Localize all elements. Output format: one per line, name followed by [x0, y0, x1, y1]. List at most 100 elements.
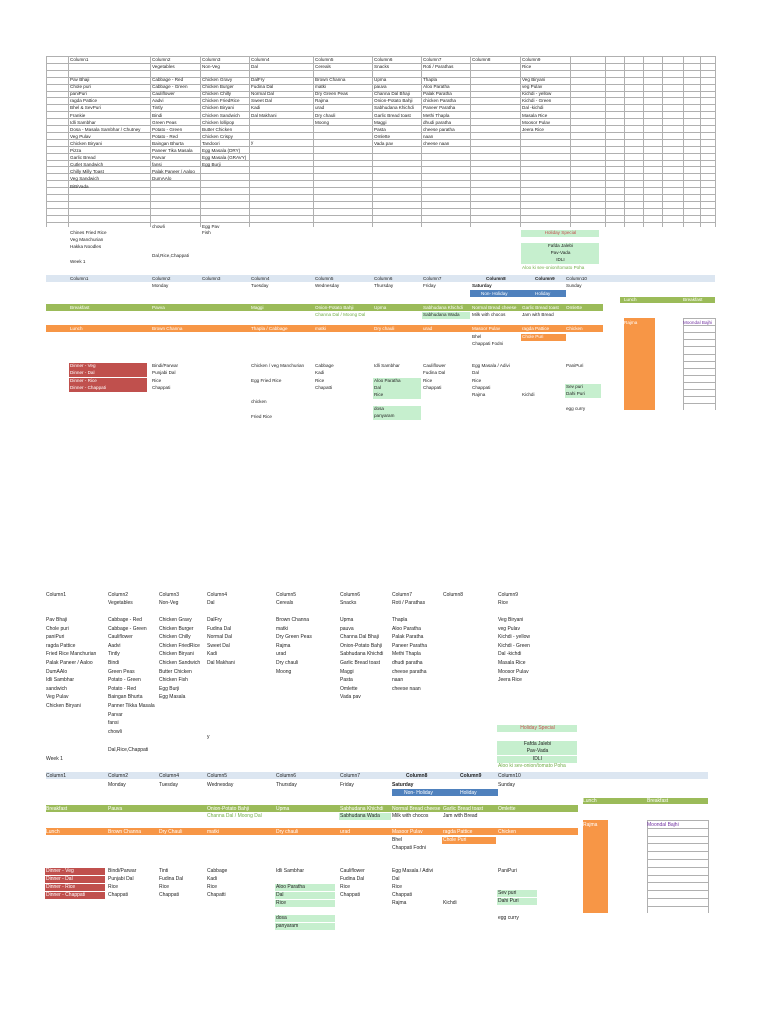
- food-item: Potato - Red: [152, 133, 178, 139]
- grid-line: [46, 173, 715, 174]
- food-item: cheese naan: [392, 685, 421, 692]
- food-item: fansi: [152, 162, 162, 168]
- cell: Column8: [406, 773, 428, 779]
- cell: IDLI: [521, 257, 599, 264]
- food-item: Masala Rice: [498, 660, 526, 666]
- cell: Wednesday: [315, 283, 340, 288]
- cell: Bindi/Parwar: [108, 868, 137, 874]
- grid-line: [647, 820, 648, 913]
- cell: Omlette: [566, 305, 583, 310]
- food-item: Chicken Burger: [202, 84, 234, 90]
- food-item: Aadvi: [152, 98, 164, 104]
- grid-line: [647, 898, 708, 899]
- cell: Fudina Dal: [340, 876, 365, 882]
- cell: Dinner - Rice: [69, 378, 147, 385]
- food-item: Butter Chicken: [159, 668, 192, 675]
- cell: Breakfast: [46, 806, 68, 812]
- cell: Onion-Potato Bahji: [207, 806, 249, 812]
- food-item: dhudi paratha: [423, 119, 452, 125]
- food-item: Veg Pulav: [46, 694, 69, 701]
- grid-line: [683, 56, 684, 227]
- column-header: Column4: [207, 592, 228, 598]
- grid-line: [715, 318, 716, 410]
- food-item: fansi: [108, 720, 119, 727]
- grid-line: [46, 221, 715, 223]
- grid-line: [647, 843, 708, 844]
- food-item: Cauliflower: [108, 634, 133, 641]
- column-header: Column3: [202, 57, 221, 62]
- food-item: Pizza: [70, 148, 82, 153]
- food-item: Sweet Dal: [251, 98, 272, 104]
- food-item: Upma: [340, 617, 354, 623]
- food-item: Moong: [315, 119, 330, 125]
- grid-line: [624, 56, 625, 227]
- cell: Masoor Pulav: [472, 326, 501, 331]
- food-item: Green Peas: [152, 119, 177, 125]
- cell: Column4: [251, 276, 270, 281]
- food-item: Cutlet Sandwich: [70, 162, 104, 168]
- cell: Normal Bread cheese: [392, 806, 441, 812]
- cell: Bindi/Parwar: [152, 363, 179, 368]
- food-item: Egg Masala: [159, 694, 186, 701]
- food-item: Brown Channa: [315, 77, 346, 82]
- band: [46, 828, 578, 835]
- column-header: Column6: [340, 592, 361, 598]
- grid-line: [46, 152, 715, 154]
- grid-line: [46, 83, 715, 85]
- cell: Column1: [70, 276, 89, 281]
- food-item: Onion-Potato Bahji: [374, 98, 413, 104]
- cell: Pavva: [152, 305, 165, 310]
- rajma-column: [624, 318, 655, 410]
- food-item: Jeera Rice: [522, 126, 544, 132]
- cell: Rice: [373, 392, 421, 399]
- cell: egg curry: [566, 406, 586, 411]
- grid-line: [46, 69, 715, 71]
- cell: Brown Channa: [152, 326, 183, 331]
- cell: Column5: [315, 276, 334, 281]
- food-item: Bindi: [152, 112, 163, 118]
- cell: Cauliflower: [340, 868, 365, 874]
- food-item: Chicken FriedRice: [159, 642, 200, 649]
- food-item: dhudi paratha: [392, 660, 423, 666]
- cell: Fudina Dal: [423, 370, 446, 375]
- cell: y: [251, 140, 254, 145]
- cell: Egg Masala / Adivi: [472, 363, 510, 368]
- grid-line: [683, 403, 715, 404]
- band: [392, 789, 498, 796]
- food-item: Chicken Gravy: [159, 617, 192, 623]
- cell: Column3: [202, 276, 221, 281]
- cell: Kadi: [315, 370, 325, 375]
- food-item: Garlic Bread toast: [340, 660, 381, 666]
- food-item: Chicken FriedRice: [202, 98, 240, 104]
- cell: Moondal Bajhi: [683, 320, 713, 325]
- category-header: Rice: [498, 600, 509, 606]
- cell: Friday: [423, 283, 436, 288]
- food-item: cheese paratha: [423, 126, 455, 132]
- cell: Holiday Special: [497, 725, 577, 733]
- cell: Wednesday: [207, 782, 234, 788]
- category-header: Roti / Parathas: [423, 64, 454, 69]
- food-item: chowli: [108, 728, 122, 735]
- food-item: Dal Makhani: [207, 660, 235, 666]
- food-item: DumAAlo: [152, 176, 172, 182]
- food-item: DalFry: [251, 77, 265, 82]
- category-header: Cereals: [315, 64, 331, 69]
- cell: Fish: [202, 230, 211, 235]
- grid-line: [46, 104, 715, 105]
- category-header: Roti / Parathas: [392, 600, 426, 606]
- cell: dosa: [275, 915, 335, 923]
- cell: Cabbage: [315, 363, 334, 368]
- food-item: Chicken Biryani: [46, 703, 81, 709]
- grid-line: [46, 125, 715, 126]
- cell: Aloo Paratha: [373, 378, 421, 385]
- cell: Sabhudana Khichdi: [423, 305, 463, 310]
- cell: Kichdi: [522, 392, 535, 397]
- cell: Milk with chocos: [472, 312, 506, 317]
- food-item: Egg Burji: [202, 162, 221, 168]
- category-header: Dal: [251, 64, 258, 69]
- cell: Fafda Jalebi: [497, 741, 577, 749]
- cell: Fried Rice: [251, 414, 272, 419]
- cell: Sev puri: [497, 890, 537, 898]
- food-item: Egg Masala (DRY): [202, 148, 241, 153]
- cell: Sev puri: [565, 384, 601, 391]
